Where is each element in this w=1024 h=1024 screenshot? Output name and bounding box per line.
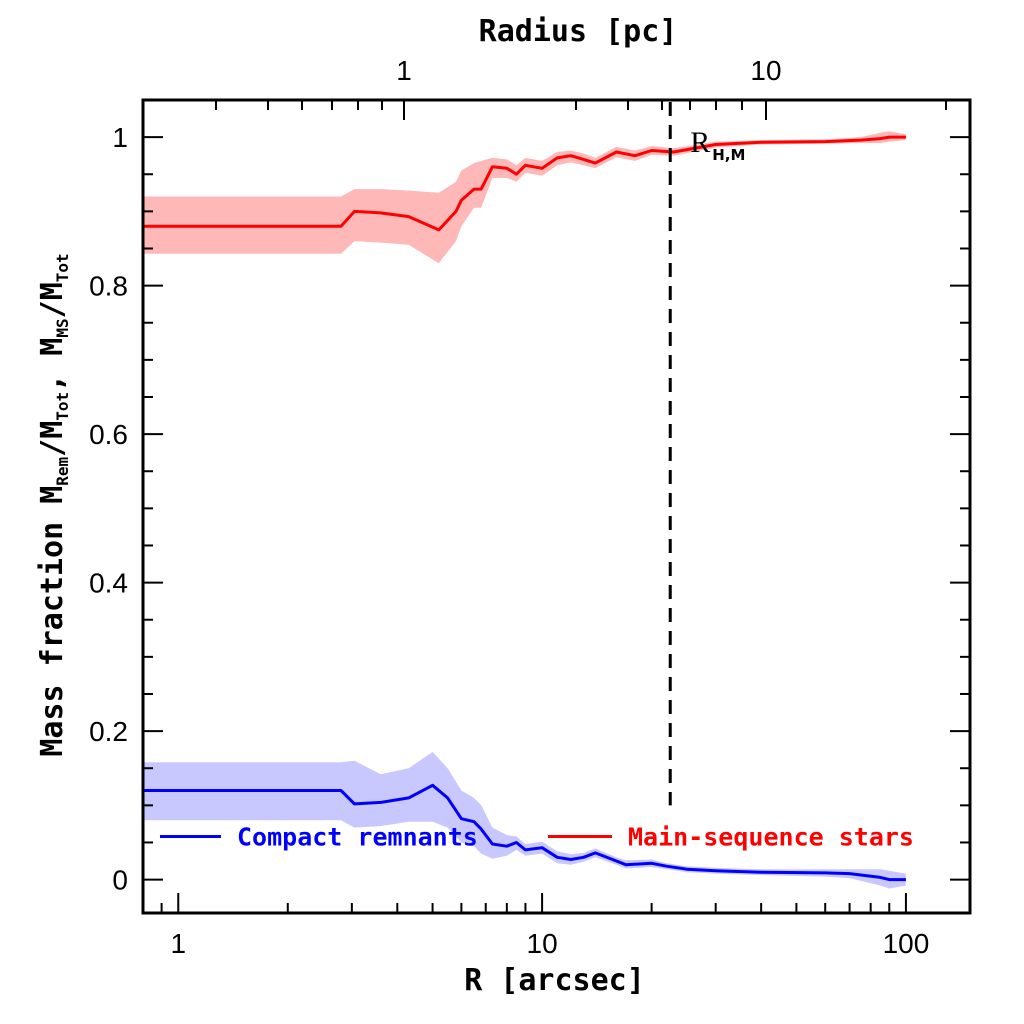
series-lines (143, 135, 906, 882)
half-mass-radius-label: R H,M (690, 126, 745, 164)
y-axis-title-subscript: Rem (53, 456, 72, 485)
plot-frame (141, 98, 972, 915)
y-axis-title-part: /M (35, 282, 70, 318)
y-tick-label: 0 (112, 865, 128, 896)
top-x-tick-label: 10 (750, 55, 781, 86)
rhm-label-sub: H,M (712, 146, 745, 164)
y-axis-title-subscript: MS (53, 318, 72, 337)
y-tick-label: 0.4 (89, 568, 128, 599)
x-tick-label: 10 (527, 928, 558, 959)
y-axis-title-part: /M (35, 421, 70, 457)
top-x-axis-title: Radius [pc] (479, 14, 678, 49)
y-axis-title-part: , M (35, 338, 70, 392)
y-axis-title: Mass fraction MRem/MTot, MMS/MTot (35, 253, 72, 756)
x-axis-title: R [arcsec] (464, 963, 645, 998)
rhm-label-main: R (690, 126, 710, 159)
x-tick-label: 100 (883, 928, 930, 959)
main-sequence-stars-line (143, 135, 906, 232)
legend-label-main-sequence: Main-sequence stars (628, 823, 914, 852)
legend-label-compact-remnants: Compact remnants (237, 823, 478, 852)
axis-ticks (142, 100, 970, 913)
main-sequence-stars-band (143, 131, 906, 264)
compact-remnants-line (143, 783, 906, 882)
legend: Compact remnants Main-sequence stars (160, 823, 914, 852)
compact-remnants-band (143, 751, 906, 889)
y-axis-title-subscript: Tot (53, 253, 72, 282)
top-x-tick-label: 1 (396, 55, 412, 86)
y-tick-label: 0.8 (89, 271, 128, 302)
y-axis-title-part: Mass fraction M (35, 486, 70, 757)
y-tick-label: 1 (112, 122, 128, 153)
y-tick-label: 0.2 (89, 716, 128, 747)
uncertainty-bands (143, 131, 906, 889)
x-tick-label: 1 (170, 928, 186, 959)
y-tick-label: 0.6 (89, 419, 128, 450)
y-axis-title-subscript: Tot (53, 392, 72, 421)
